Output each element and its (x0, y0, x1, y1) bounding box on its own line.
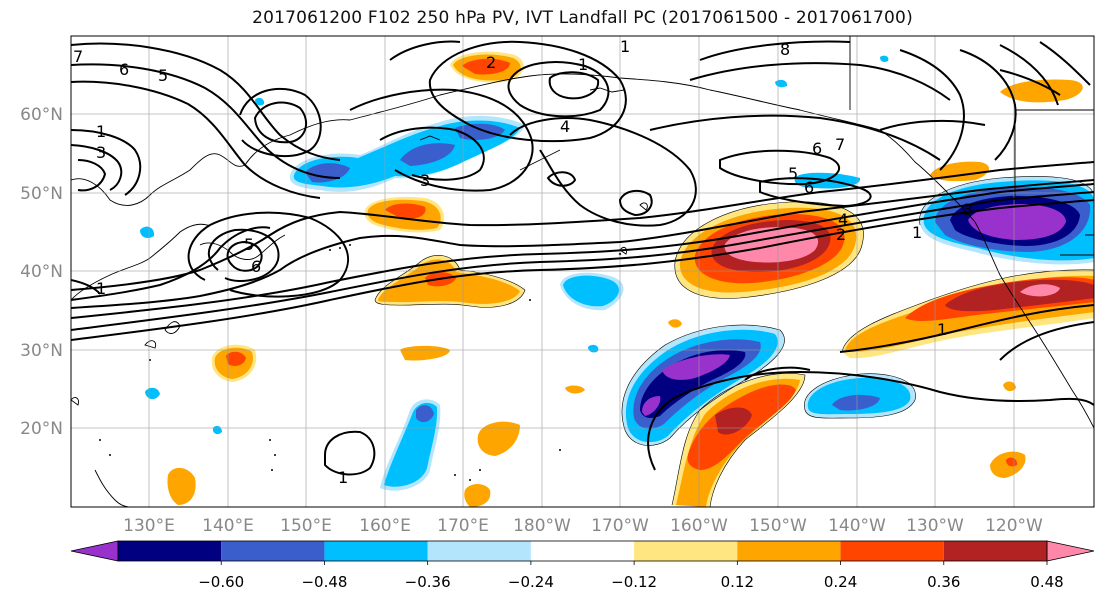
lon-labels: 130°E 140°E 150°E 160°E 170°E 180°W 170°… (123, 516, 1043, 536)
ivt-negative-east-sub (804, 373, 916, 419)
colorbar-tick-label: 0.24 (824, 573, 857, 591)
colorbar-bin (118, 541, 222, 561)
contour-label: 4 (560, 117, 570, 136)
contour-label: 1 (937, 320, 947, 339)
lon-label: 140°E (202, 516, 254, 536)
colorbar-tick-label: −0.12 (611, 573, 657, 591)
lon-label: 120°W (985, 516, 1043, 536)
colorbar-bin (427, 541, 531, 561)
lat-label: 40°N (20, 262, 63, 282)
colorbar-frame (117, 540, 1048, 562)
colorbar-extend-high (1046, 540, 1095, 562)
lon-label: 130°E (123, 516, 175, 536)
contour-label: 2 (836, 225, 846, 244)
lon-label: 140°W (828, 516, 886, 536)
colorbar-bin (221, 541, 325, 561)
colorbar-bin (840, 541, 944, 561)
contour-label: 5 (244, 235, 254, 254)
axis-labels: 60°N 50°N 40°N 30°N 20°N 130°E 140°E 150… (20, 105, 1043, 536)
lon-label: 150°E (280, 516, 332, 536)
lon-label: 130°W (906, 516, 964, 536)
colorbar-tick-label: −0.36 (405, 573, 451, 591)
map-frame (70, 35, 1095, 508)
colorbar-bin (324, 541, 428, 561)
contour-label: 3 (963, 200, 973, 219)
contour-label: 6 (812, 139, 822, 158)
contour-label: 1 (912, 223, 922, 242)
contour-label: 3 (96, 143, 106, 162)
lat-label: 30°N (20, 341, 63, 361)
ivt-positive-east (842, 269, 1094, 359)
colorbar-extend-low (70, 540, 119, 562)
contour-label: 5 (788, 164, 798, 183)
colorbar-bin (634, 541, 738, 561)
contour-label: 8 (780, 40, 790, 59)
colorbar-bin (943, 541, 1047, 561)
pv-contours (71, 40, 1094, 476)
coastlines (71, 36, 1094, 507)
lon-label: 160°W (670, 516, 728, 536)
lat-label: 20°N (20, 419, 63, 439)
colorbar-tick-label: 0.36 (927, 573, 960, 591)
lat-label: 60°N (20, 105, 63, 125)
contour-label: 6 (119, 60, 129, 79)
contour-label: 1 (338, 468, 348, 487)
colorbar-tick-label: 0.12 (721, 573, 754, 591)
colorbar-bin (737, 541, 841, 561)
contour-label: 1 (620, 37, 630, 56)
pv-contour-labels: 7 6 5 1 3 4 1 1 8 6 7 5 6 4 2 1 1 3 5 1 … (73, 37, 973, 487)
contour-label: 5 (158, 66, 168, 85)
contour-label: 1 (578, 55, 588, 74)
lon-label: 170°E (437, 516, 489, 536)
colorbar-tick-label: 0.48 (1030, 573, 1063, 591)
colorbar-tick-label: −0.60 (198, 573, 244, 591)
ivt-positive-subtropical (672, 373, 805, 507)
contour-label: 4 (838, 210, 848, 229)
lon-label: 180°W (513, 516, 571, 536)
colorbar-bin (530, 541, 635, 561)
lon-label: 150°W (749, 516, 807, 536)
contour-label: 7 (73, 47, 83, 66)
contour-label: 6 (804, 178, 814, 197)
colorbar-tick-label: −0.24 (508, 573, 554, 591)
contour-label: 7 (835, 135, 845, 154)
lon-label: 170°W (591, 516, 649, 536)
lat-labels: 60°N 50°N 40°N 30°N 20°N (20, 105, 63, 439)
contour-label: 1 (96, 279, 106, 298)
contour-label: 6 (251, 257, 261, 276)
lat-label: 50°N (20, 184, 63, 204)
lon-label: 160°E (359, 516, 411, 536)
contour-label: 2 (486, 53, 496, 72)
ivt-negative-small (140, 55, 889, 491)
contour-label: 3 (420, 171, 430, 190)
contour-label: 1 (96, 122, 106, 141)
colorbar-tick-label: −0.48 (301, 573, 347, 591)
chart-title: 2017061200 F102 250 hPa PV, IVT Landfall… (252, 8, 913, 28)
